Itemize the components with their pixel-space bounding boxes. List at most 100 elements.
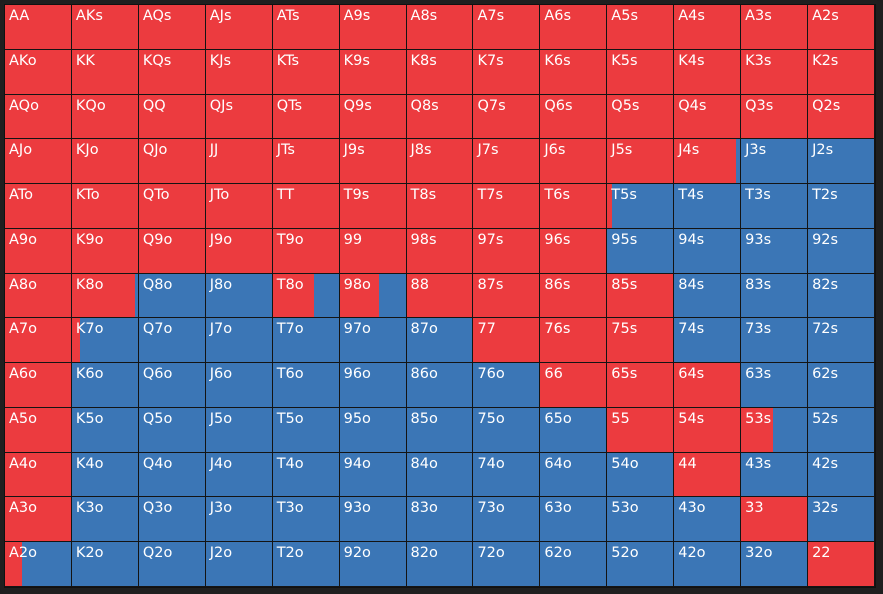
hand-cell[interactable]: T3o [272,497,340,543]
hand-cell[interactable]: Q8s [406,94,474,140]
hand-cell[interactable]: A3s [741,5,809,50]
hand-cell[interactable]: K7s [473,49,541,95]
hand-cell[interactable]: T7s [473,184,541,229]
hand-cell[interactable]: 64s [674,363,742,408]
hand-cell[interactable]: 62o [540,542,608,587]
hand-cell[interactable]: Q3s [741,94,809,140]
hand-cell[interactable]: T5s [607,184,675,229]
hand-cell[interactable]: J5s [607,139,675,185]
hand-cell[interactable]: K7o [71,318,139,364]
hand-cell[interactable]: KQs [138,49,206,95]
hand-cell[interactable]: J6o [205,363,273,408]
hand-cell[interactable]: J9s [339,139,407,185]
hand-cell[interactable]: K4o [71,452,139,498]
hand-cell[interactable]: 95o [339,407,407,453]
hand-cell[interactable]: 84s [674,273,742,319]
hand-cell[interactable]: 43s [741,452,809,498]
hand-cell[interactable]: K6s [540,49,608,95]
hand-cell[interactable]: 63s [741,363,809,408]
hand-cell[interactable]: A6o [5,363,72,408]
hand-cell[interactable]: K4s [674,49,742,95]
hand-cell[interactable]: 97o [339,318,407,364]
hand-cell[interactable]: A5o [5,407,72,453]
hand-cell[interactable]: J8o [205,273,273,319]
hand-cell[interactable]: 99 [339,228,407,274]
hand-cell[interactable]: 32o [741,542,809,587]
hand-cell[interactable]: 43o [674,497,742,543]
hand-cell[interactable]: Q4s [674,94,742,140]
hand-cell[interactable]: 65s [607,363,675,408]
hand-cell[interactable]: T5o [272,407,340,453]
hand-cell[interactable]: T4s [674,184,742,229]
hand-cell[interactable]: J2s [808,139,875,185]
hand-cell[interactable]: 64o [540,452,608,498]
hand-cell[interactable]: J3s [741,139,809,185]
hand-cell[interactable]: QQ [138,94,206,140]
hand-cell[interactable]: K5o [71,407,139,453]
hand-cell[interactable]: 93s [741,228,809,274]
hand-cell[interactable]: A9o [5,228,72,274]
hand-cell[interactable]: J6s [540,139,608,185]
hand-cell[interactable]: 82s [808,273,875,319]
hand-cell[interactable]: 54s [674,407,742,453]
hand-cell[interactable]: 95s [607,228,675,274]
hand-cell[interactable]: K2s [808,49,875,95]
hand-cell[interactable]: 33 [741,497,809,543]
hand-cell[interactable]: JTo [205,184,273,229]
hand-cell[interactable]: 32s [808,497,875,543]
hand-cell[interactable]: K5s [607,49,675,95]
hand-cell[interactable]: T9o [272,228,340,274]
hand-cell[interactable]: T3s [741,184,809,229]
hand-cell[interactable]: 52s [808,407,875,453]
hand-cell[interactable]: Q6o [138,363,206,408]
hand-cell[interactable]: Q4o [138,452,206,498]
hand-cell[interactable]: J5o [205,407,273,453]
hand-cell[interactable]: Q2o [138,542,206,587]
hand-cell[interactable]: KK [71,49,139,95]
hand-cell[interactable]: 92s [808,228,875,274]
hand-cell[interactable]: 65o [540,407,608,453]
hand-cell[interactable]: 63o [540,497,608,543]
hand-cell[interactable]: 84o [406,452,474,498]
hand-cell[interactable]: K8o [71,273,139,319]
hand-cell[interactable]: T9s [339,184,407,229]
hand-cell[interactable]: 76o [473,363,541,408]
hand-cell[interactable]: AQo [5,94,72,140]
hand-cell[interactable]: QJo [138,139,206,185]
hand-cell[interactable]: Q6s [540,94,608,140]
hand-cell[interactable]: A6s [540,5,608,50]
hand-cell[interactable]: Q9s [339,94,407,140]
hand-cell[interactable]: 97s [473,228,541,274]
hand-cell[interactable]: JTs [272,139,340,185]
hand-cell[interactable]: 42o [674,542,742,587]
hand-cell[interactable]: A5s [607,5,675,50]
hand-cell[interactable]: J7o [205,318,273,364]
hand-cell[interactable]: 54o [607,452,675,498]
hand-cell[interactable]: 86o [406,363,474,408]
hand-cell[interactable]: 42s [808,452,875,498]
hand-cell[interactable]: Q3o [138,497,206,543]
hand-cell[interactable]: 73o [473,497,541,543]
hand-cell[interactable]: 55 [607,407,675,453]
hand-cell[interactable]: 66 [540,363,608,408]
hand-cell[interactable]: ATs [272,5,340,50]
hand-cell[interactable]: Q5s [607,94,675,140]
hand-cell[interactable]: 96o [339,363,407,408]
hand-cell[interactable]: K2o [71,542,139,587]
hand-cell[interactable]: 92o [339,542,407,587]
hand-cell[interactable]: 85o [406,407,474,453]
hand-cell[interactable]: 22 [808,542,875,587]
hand-cell[interactable]: Q7o [138,318,206,364]
hand-cell[interactable]: K8s [406,49,474,95]
hand-cell[interactable]: A2o [5,542,72,587]
hand-cell[interactable]: KTs [272,49,340,95]
hand-cell[interactable]: A8s [406,5,474,50]
hand-cell[interactable]: 83o [406,497,474,543]
hand-cell[interactable]: T6s [540,184,608,229]
hand-cell[interactable]: 87o [406,318,474,364]
hand-cell[interactable]: Q2s [808,94,875,140]
hand-cell[interactable]: 44 [674,452,742,498]
hand-cell[interactable]: 62s [808,363,875,408]
hand-cell[interactable]: A9s [339,5,407,50]
hand-cell[interactable]: 96s [540,228,608,274]
